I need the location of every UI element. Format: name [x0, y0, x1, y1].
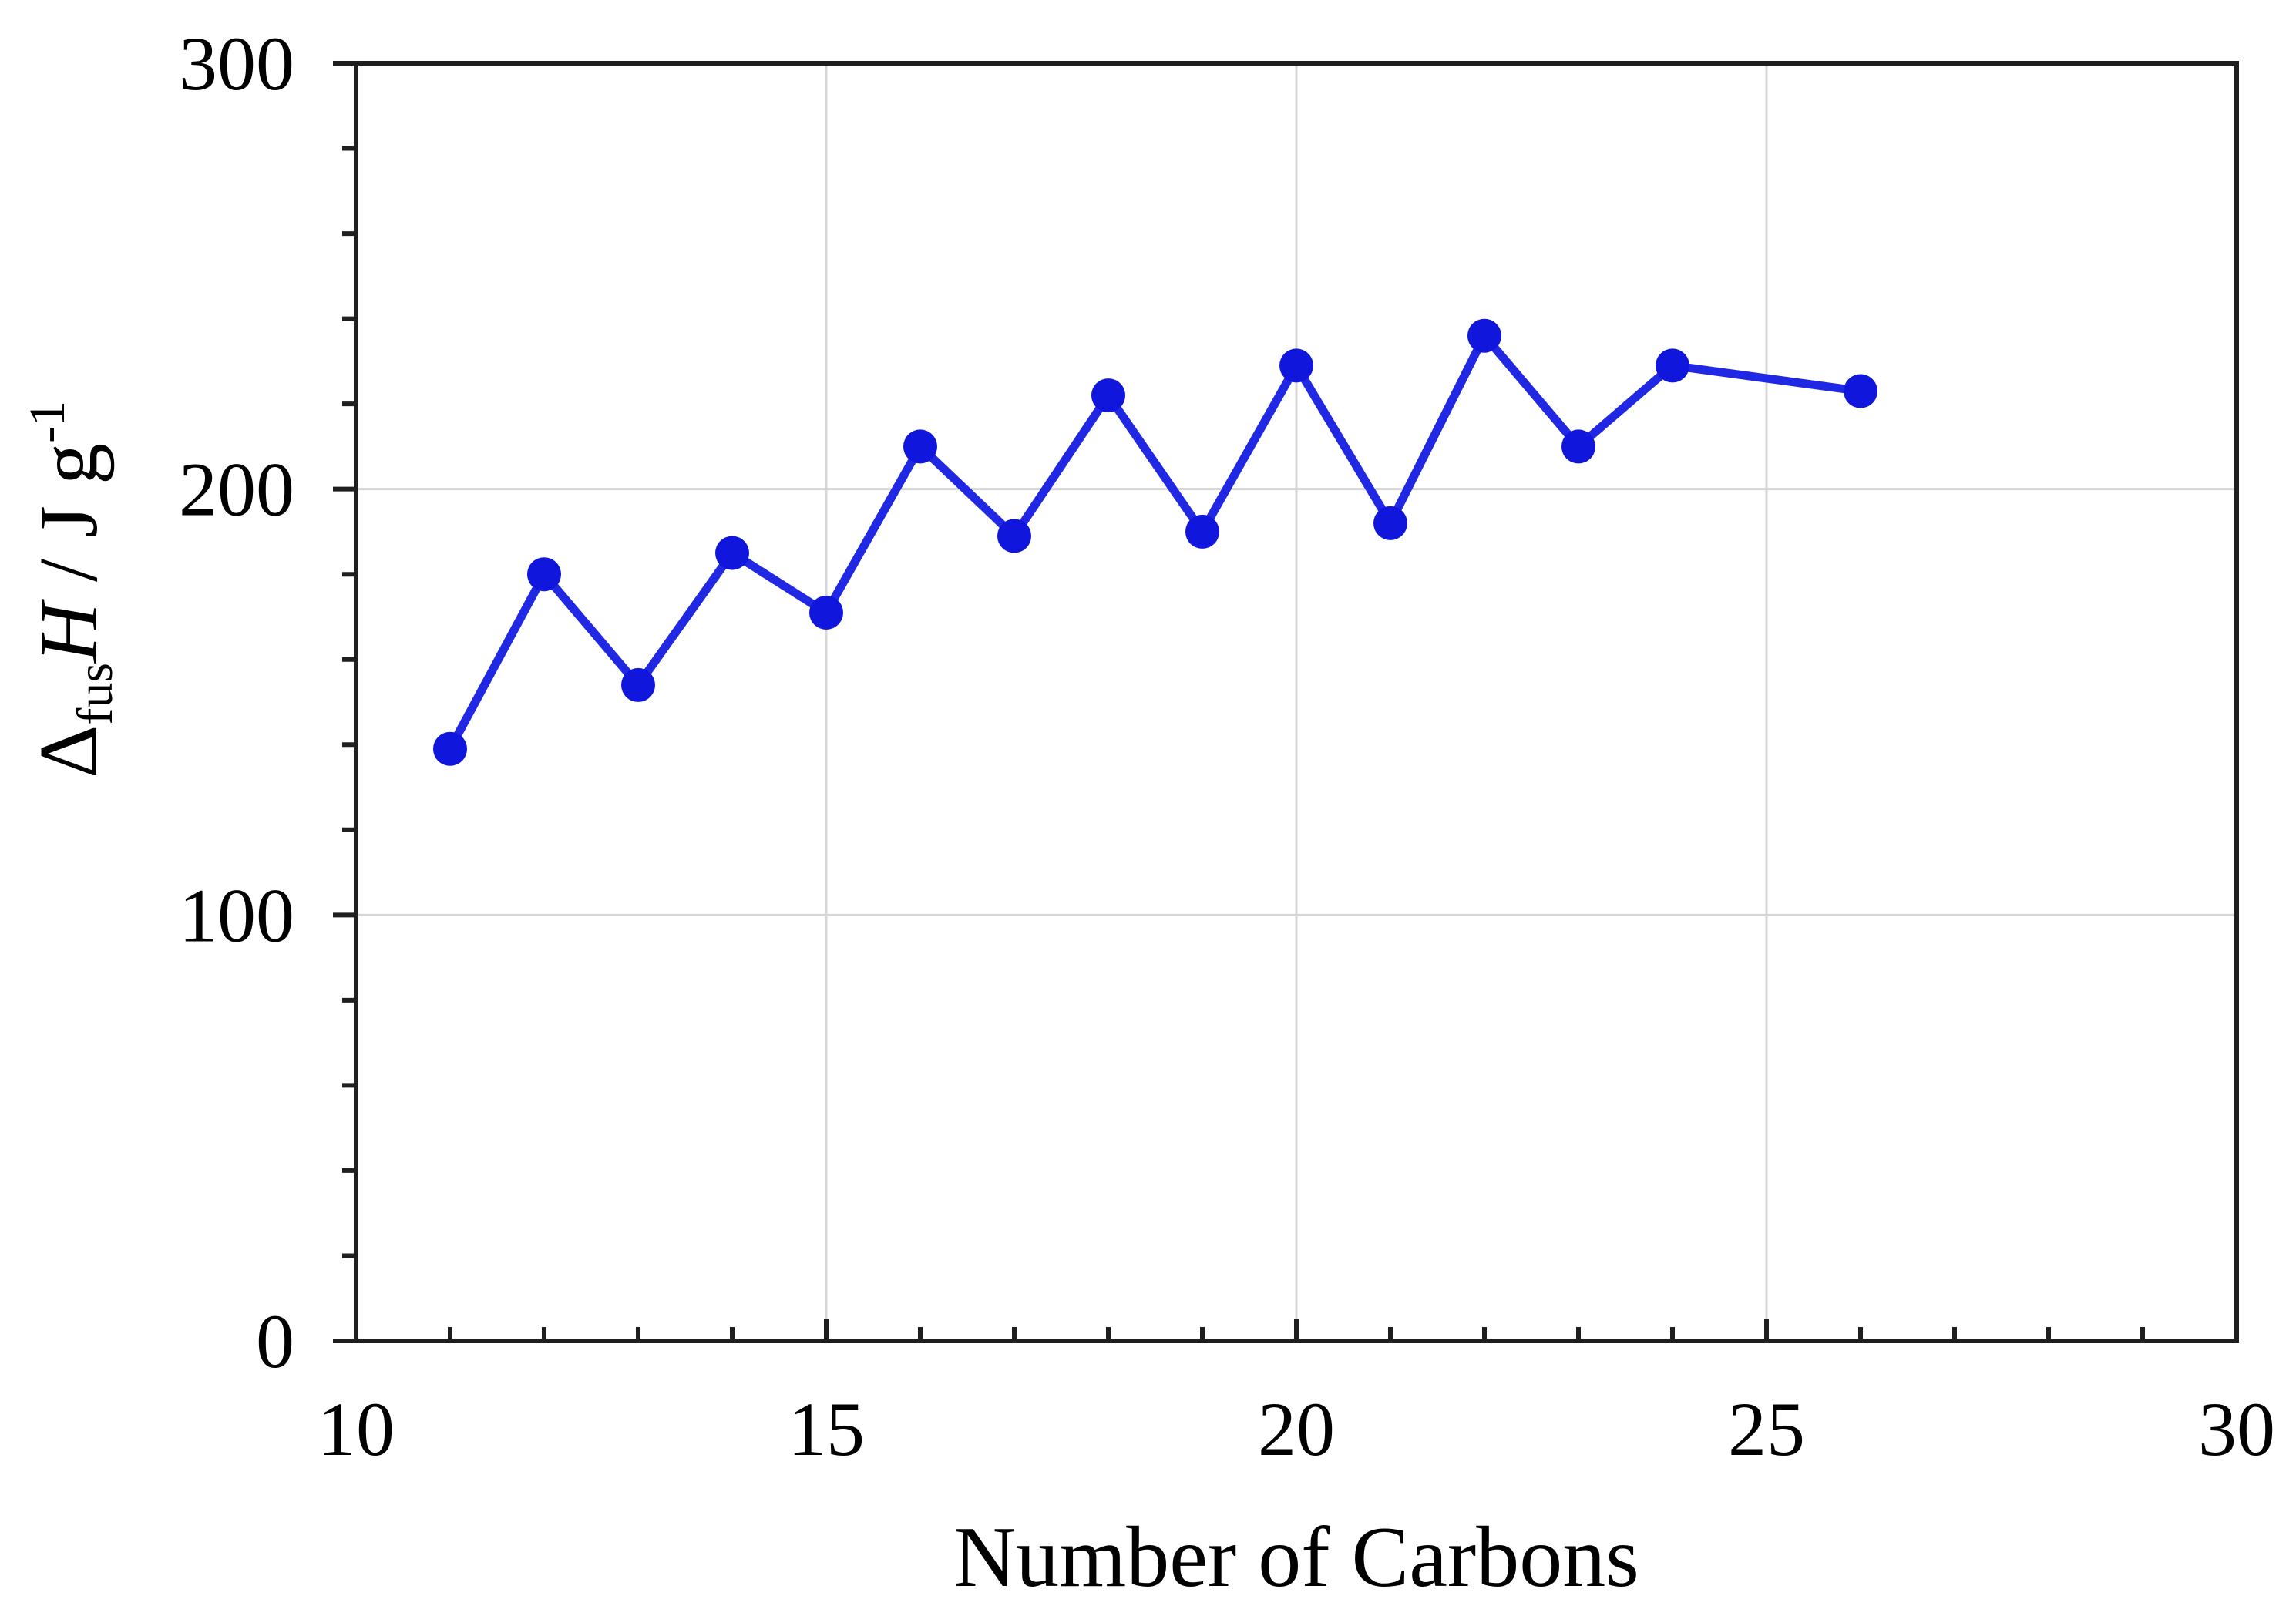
data-point-x20 [1279, 348, 1313, 383]
x-tick-label-25: 25 [1728, 1386, 1805, 1472]
data-point-x19 [1185, 514, 1219, 549]
y-axis-title: ΔfusH / J g-1 [19, 401, 123, 778]
x-tick-label-15: 15 [788, 1386, 865, 1472]
y-tick-label-100: 100 [179, 872, 294, 958]
x-tick-label-20: 20 [1258, 1386, 1335, 1472]
data-point-x13 [621, 667, 655, 702]
y-axis-title-superscript: -1 [19, 401, 76, 443]
data-point-x24 [1656, 348, 1689, 383]
data-point-x18 [1091, 378, 1125, 413]
y-tick-label-300: 300 [179, 21, 294, 106]
y-axis-title-symbol: H [23, 599, 115, 664]
data-point-x11 [433, 731, 467, 766]
y-tick-label-0: 0 [256, 1299, 294, 1384]
data-point-x23 [1561, 429, 1595, 464]
gridlines [356, 63, 2237, 1341]
y-tick-label-200: 200 [179, 447, 294, 533]
data-point-x14 [715, 536, 749, 570]
data-point-x16 [903, 429, 937, 464]
data-point-x17 [997, 519, 1031, 553]
data-point-x22 [1467, 318, 1501, 353]
data-point-x21 [1373, 506, 1407, 540]
data-point-x12 [527, 557, 561, 592]
x-tick-label-10: 10 [318, 1386, 395, 1472]
data-point-x15 [809, 595, 843, 630]
x-tick-label-30: 30 [2198, 1386, 2275, 1472]
tick-labels: 0 100 200 300 10 15 20 25 30 [179, 21, 2275, 1472]
axis-ticks [333, 61, 2239, 1343]
data-point-x26 [1844, 374, 1877, 408]
data-series [433, 318, 1877, 766]
series-line [445, 331, 1865, 754]
y-axis-title-subscript: fus [67, 663, 123, 725]
y-axis-title-delta: Δ [23, 725, 115, 778]
y-axis-title-units: / J g [23, 443, 115, 603]
x-axis-title: Number of Carbons [953, 1510, 1639, 1605]
